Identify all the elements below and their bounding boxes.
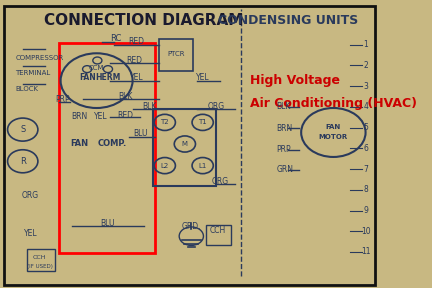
Text: GRN: GRN [276, 165, 294, 175]
Text: CCM: CCM [89, 65, 105, 71]
Text: BLU: BLU [133, 129, 147, 139]
Bar [59, 43, 156, 253]
Bar [206, 225, 231, 245]
Text: 2: 2 [363, 61, 368, 70]
Text: CONNECTION DIAGRAM: CONNECTION DIAGRAM [44, 13, 244, 28]
Text: 5: 5 [363, 123, 368, 132]
Text: YEL: YEL [94, 112, 107, 121]
Text: CCH: CCH [210, 226, 226, 235]
Text: BLK: BLK [118, 92, 132, 101]
Text: 7: 7 [363, 164, 368, 174]
Text: 4: 4 [363, 102, 368, 111]
Text: BRN: BRN [71, 112, 88, 121]
Text: T1: T1 [198, 120, 207, 125]
Text: HERM: HERM [95, 73, 121, 82]
Text: RED: RED [127, 56, 143, 65]
Text: 11: 11 [361, 247, 370, 257]
Text: R: R [20, 157, 25, 166]
Text: GRD.: GRD. [181, 221, 201, 231]
Text: YEL: YEL [23, 229, 37, 238]
Text: L1: L1 [198, 163, 207, 168]
Text: Air Conditioning (HVAC): Air Conditioning (HVAC) [250, 97, 417, 110]
Text: L2: L2 [161, 163, 169, 168]
Text: FAN: FAN [326, 124, 341, 130]
Bar [159, 39, 193, 71]
Text: COMP.: COMP. [97, 139, 127, 149]
Text: ORG: ORG [207, 102, 225, 111]
Text: CONDENSING UNITS: CONDENSING UNITS [218, 14, 358, 27]
Text: 1: 1 [363, 40, 368, 49]
Text: 9: 9 [363, 206, 368, 215]
Text: High Voltage: High Voltage [250, 74, 340, 87]
Text: ORG: ORG [22, 191, 39, 200]
Text: BLU: BLU [101, 219, 115, 228]
Text: PRP: PRP [55, 95, 70, 104]
Text: T2: T2 [160, 120, 169, 125]
Text: CCH: CCH [33, 255, 47, 260]
Text: 6: 6 [363, 144, 368, 153]
Text: MOTOR: MOTOR [319, 134, 348, 140]
Text: 10: 10 [361, 227, 370, 236]
Bar [153, 109, 216, 186]
Text: 3: 3 [363, 82, 368, 91]
Text: TERMINAL: TERMINAL [15, 71, 51, 76]
Text: FAN: FAN [70, 139, 89, 149]
Text: YEL: YEL [196, 73, 210, 82]
Text: BLK: BLK [143, 102, 157, 111]
Text: COMPRESSOR: COMPRESSOR [15, 55, 64, 60]
Text: RED: RED [128, 37, 144, 46]
Text: RC: RC [110, 34, 121, 43]
Text: PRP: PRP [276, 145, 291, 154]
Text: 8: 8 [363, 185, 368, 194]
Text: FAN: FAN [79, 73, 95, 82]
Text: BRN: BRN [276, 124, 293, 133]
Text: YEL: YEL [130, 73, 143, 82]
Text: (IF USED): (IF USED) [27, 264, 53, 269]
Text: BLOCK: BLOCK [15, 86, 38, 92]
Text: ORG: ORG [211, 177, 228, 186]
Text: S: S [20, 125, 25, 134]
Text: RED: RED [117, 111, 133, 120]
Text: BLK: BLK [276, 102, 291, 111]
Text: PTCR: PTCR [168, 51, 185, 57]
Text: M: M [182, 141, 188, 147]
Bar [26, 249, 55, 271]
